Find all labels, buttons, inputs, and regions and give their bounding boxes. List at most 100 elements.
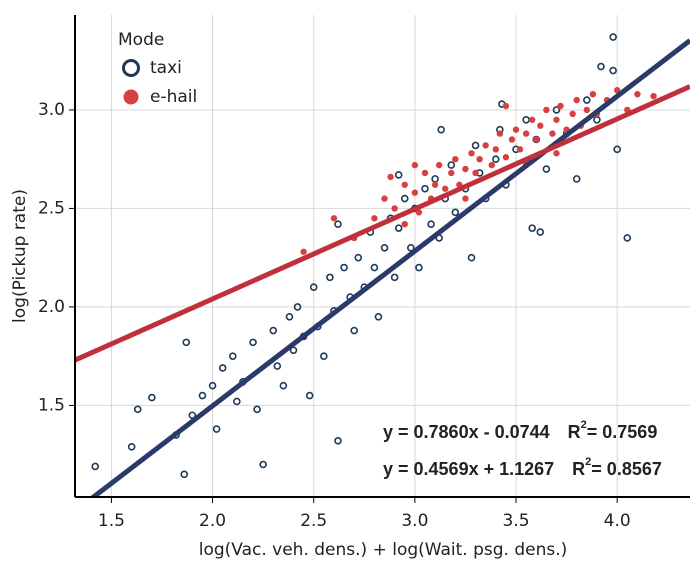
point: [597, 62, 605, 71]
point: [127, 442, 136, 451]
point: [557, 102, 564, 110]
point: [354, 253, 363, 262]
point: [492, 146, 499, 153]
point: [516, 146, 524, 153]
point: [370, 263, 379, 272]
point: [249, 338, 257, 347]
point: [589, 90, 597, 98]
point: [285, 312, 294, 321]
point: [536, 228, 545, 236]
point: [476, 155, 483, 163]
point: [394, 171, 403, 179]
point: [552, 106, 561, 114]
point: [467, 253, 476, 262]
point: [613, 145, 621, 154]
point: [431, 181, 439, 188]
x-tick-label: 4.0: [604, 511, 631, 531]
point: [305, 391, 314, 400]
equation-part: y = 0.7860x - 0.0744: [383, 422, 550, 442]
y-axis-label: log(Pickup rate): [10, 189, 30, 323]
point: [326, 273, 334, 282]
point: [208, 381, 217, 390]
point: [401, 220, 408, 228]
point: [462, 165, 469, 173]
point: [371, 215, 378, 222]
point: [491, 155, 500, 163]
point: [452, 155, 459, 163]
point: [391, 205, 398, 212]
point: [91, 462, 100, 471]
y-tick-label: 2.0: [38, 297, 65, 317]
point: [435, 161, 443, 169]
fit-line: [89, 38, 690, 497]
point: [583, 106, 591, 114]
point: [431, 175, 439, 183]
point: [182, 338, 191, 347]
point: [279, 381, 288, 390]
point: [400, 194, 409, 203]
point: [553, 116, 560, 123]
point: [609, 33, 617, 41]
point: [549, 130, 556, 137]
point: [522, 130, 530, 137]
point: [133, 405, 142, 414]
point: [421, 169, 429, 177]
point: [482, 142, 489, 149]
point: [334, 437, 342, 445]
point: [502, 102, 510, 110]
point: [415, 263, 423, 272]
point: [502, 154, 510, 161]
x-tick-label: 3.0: [401, 511, 428, 531]
legend-title: Mode: [118, 30, 164, 50]
point: [233, 397, 241, 406]
point: [537, 122, 544, 129]
point: [180, 470, 189, 479]
legend-label: taxi: [150, 58, 182, 78]
point: [390, 273, 399, 282]
point: [148, 393, 156, 402]
x-tick-label: 3.5: [502, 511, 529, 531]
point: [512, 126, 520, 133]
y-tick-label: 1.5: [38, 395, 65, 415]
equation-part: y = 0.4569x + 1.1267: [383, 459, 554, 479]
y-tick-label: 3.0: [38, 100, 65, 120]
equation-part: = 0.7569: [587, 422, 658, 442]
point: [437, 125, 445, 134]
point: [300, 248, 307, 255]
point: [273, 362, 282, 370]
point: [411, 189, 419, 196]
point: [330, 215, 338, 222]
point: [407, 244, 415, 252]
point: [522, 115, 530, 124]
point: [569, 110, 576, 118]
equation: y = 0.7860x - 0.0744 R2= 0.7569: [383, 419, 657, 442]
point: [212, 425, 221, 433]
point: [496, 130, 504, 137]
point: [228, 352, 237, 360]
equation: y = 0.4569x + 1.1267 R2= 0.8567: [383, 456, 662, 479]
point: [340, 263, 348, 272]
fit-line: [75, 84, 690, 363]
point: [421, 184, 429, 193]
equation-part: 2: [585, 456, 591, 468]
point: [401, 181, 408, 188]
point: [634, 90, 641, 98]
point: [623, 234, 632, 242]
x-tick-label: 2.0: [199, 511, 226, 531]
point: [259, 460, 267, 469]
equation-part: 2: [581, 419, 587, 431]
point: [462, 195, 469, 202]
point: [350, 326, 358, 335]
point: [289, 346, 298, 355]
point: [447, 161, 456, 169]
legend-marker: [123, 89, 139, 105]
point: [650, 92, 657, 100]
x-tick-label: 2.5: [300, 511, 327, 531]
point: [542, 165, 551, 173]
point: [448, 169, 455, 177]
point: [508, 136, 516, 143]
point: [533, 136, 540, 143]
point: [543, 106, 550, 114]
equation-part: R: [568, 422, 581, 442]
